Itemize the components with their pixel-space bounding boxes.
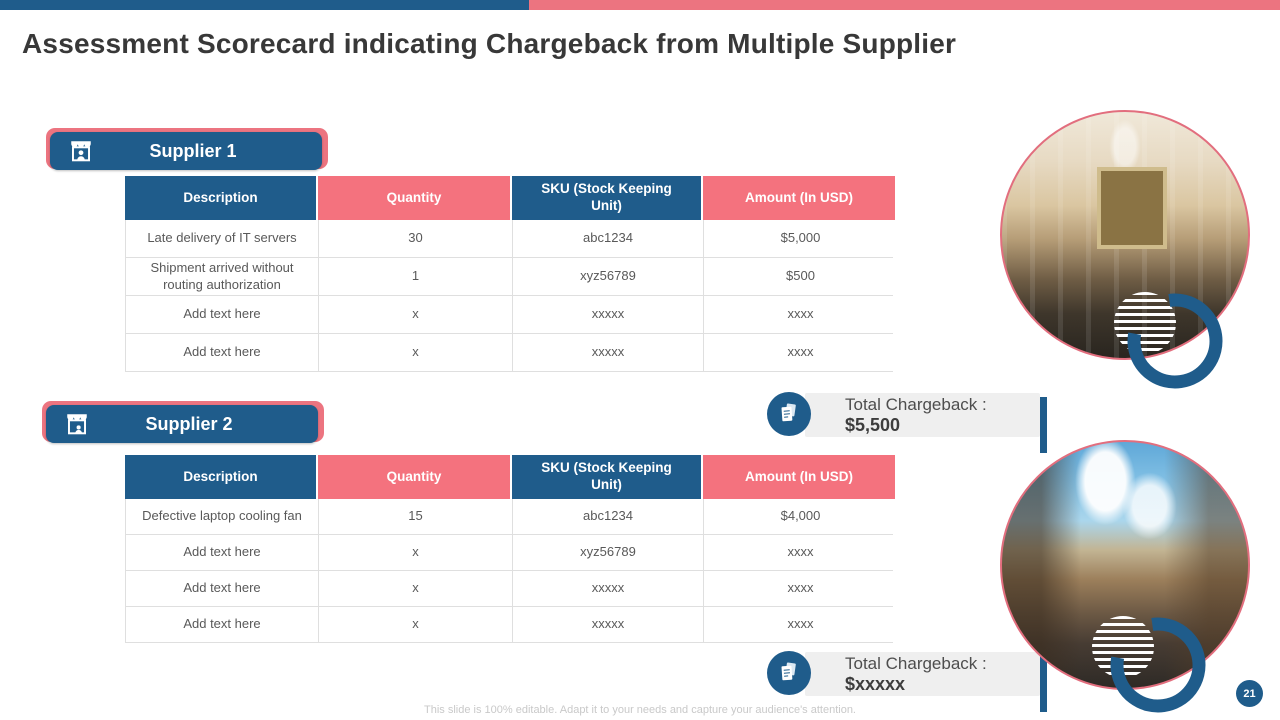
- table-cell: Late delivery of IT servers: [126, 220, 318, 257]
- column-header: Amount (In USD): [703, 455, 895, 499]
- storefront-icon: [67, 414, 87, 435]
- column-header: Amount (In USD): [703, 176, 895, 220]
- table-cell: $5,000: [704, 220, 897, 257]
- table-cell: x: [319, 296, 512, 333]
- striped-circle-decoration: [1114, 292, 1176, 354]
- table-cell: 15: [319, 499, 512, 534]
- table-cell: xxxx: [704, 334, 897, 371]
- column-header: SKU (Stock Keeping Unit): [512, 455, 701, 499]
- callout-accent-bar: [1040, 397, 1047, 453]
- total-chargeback-2: Total Chargeback : $xxxxx: [805, 652, 1040, 696]
- column-header: SKU (Stock Keeping Unit): [512, 176, 701, 220]
- storefront-icon: [71, 141, 91, 162]
- table-cell: Add text here: [126, 334, 318, 371]
- badge-body: Supplier 1: [50, 132, 322, 170]
- page-number-badge: 21: [1236, 680, 1263, 707]
- total-chargeback-value: $xxxxx: [845, 673, 906, 694]
- total-chargeback-label: Total Chargeback :: [845, 394, 987, 414]
- top-bar-pink: [529, 0, 1280, 10]
- table-cell: xyz56789: [513, 535, 703, 570]
- top-bar-navy: [0, 0, 529, 10]
- page-title: Assessment Scorecard indicating Chargeba…: [22, 28, 957, 59]
- document-icon: [781, 662, 796, 681]
- table-cell: x: [319, 535, 512, 570]
- table-cell: $500: [704, 258, 897, 295]
- supplier-1-label: Supplier 1: [149, 140, 237, 161]
- supplier-2-badge: Supplier 2: [42, 401, 324, 443]
- column-header: Description: [125, 176, 316, 220]
- table-cell: Add text here: [126, 607, 318, 642]
- table-cell: xyz56789: [513, 258, 703, 295]
- table-cell: Add text here: [126, 296, 318, 333]
- open-ring-decoration: [1127, 293, 1223, 389]
- table-cell: Add text here: [126, 571, 318, 606]
- table-cell: Shipment arrived without routing authori…: [126, 258, 318, 295]
- table-cell: 30: [319, 220, 512, 257]
- badge-body: Supplier 2: [46, 405, 318, 443]
- table-cell: x: [319, 571, 512, 606]
- table-cell: $4,000: [704, 499, 897, 534]
- column-header: Quantity: [318, 176, 510, 220]
- table-header-row: Description Quantity SKU (Stock Keeping …: [125, 176, 895, 220]
- table-cell: abc1234: [513, 220, 703, 257]
- table-header-row: Description Quantity SKU (Stock Keeping …: [125, 455, 895, 499]
- column-header: Quantity: [318, 455, 510, 499]
- supplier-1-table: Description Quantity SKU (Stock Keeping …: [125, 176, 897, 372]
- table-body: Late delivery of IT servers 30 abc1234 $…: [125, 220, 897, 372]
- table-cell: Defective laptop cooling fan: [126, 499, 318, 534]
- open-ring-decoration: [1110, 617, 1206, 713]
- table-cell: xxxx: [704, 607, 897, 642]
- table-cell: xxxxx: [513, 607, 703, 642]
- footer-note: This slide is 100% editable. Adapt it to…: [424, 704, 856, 716]
- table-cell: xxxx: [704, 571, 897, 606]
- table-cell: xxxx: [704, 535, 897, 570]
- callout-icon-circle: [767, 651, 811, 695]
- callout-icon-circle: [767, 392, 811, 436]
- column-header: Description: [125, 455, 316, 499]
- total-chargeback-1: Total Chargeback : $5,500: [805, 393, 1040, 437]
- table-cell: abc1234: [513, 499, 703, 534]
- supplier-1-badge: Supplier 1: [46, 128, 328, 170]
- callout-accent-bar: [1040, 656, 1047, 712]
- table-cell: x: [319, 334, 512, 371]
- document-icon: [781, 403, 796, 422]
- table-cell: Add text here: [126, 535, 318, 570]
- table-cell: xxxxx: [513, 296, 703, 333]
- supplier-2-label: Supplier 2: [145, 413, 233, 434]
- table-cell: 1: [319, 258, 512, 295]
- table-cell: xxxx: [704, 296, 897, 333]
- table-cell: xxxxx: [513, 571, 703, 606]
- supplier-2-table: Description Quantity SKU (Stock Keeping …: [125, 455, 897, 643]
- table-cell: xxxxx: [513, 334, 703, 371]
- total-chargeback-value: $5,500: [845, 414, 901, 435]
- table-body: Defective laptop cooling fan 15 abc1234 …: [125, 499, 897, 643]
- table-cell: x: [319, 607, 512, 642]
- total-chargeback-label: Total Chargeback :: [845, 653, 987, 673]
